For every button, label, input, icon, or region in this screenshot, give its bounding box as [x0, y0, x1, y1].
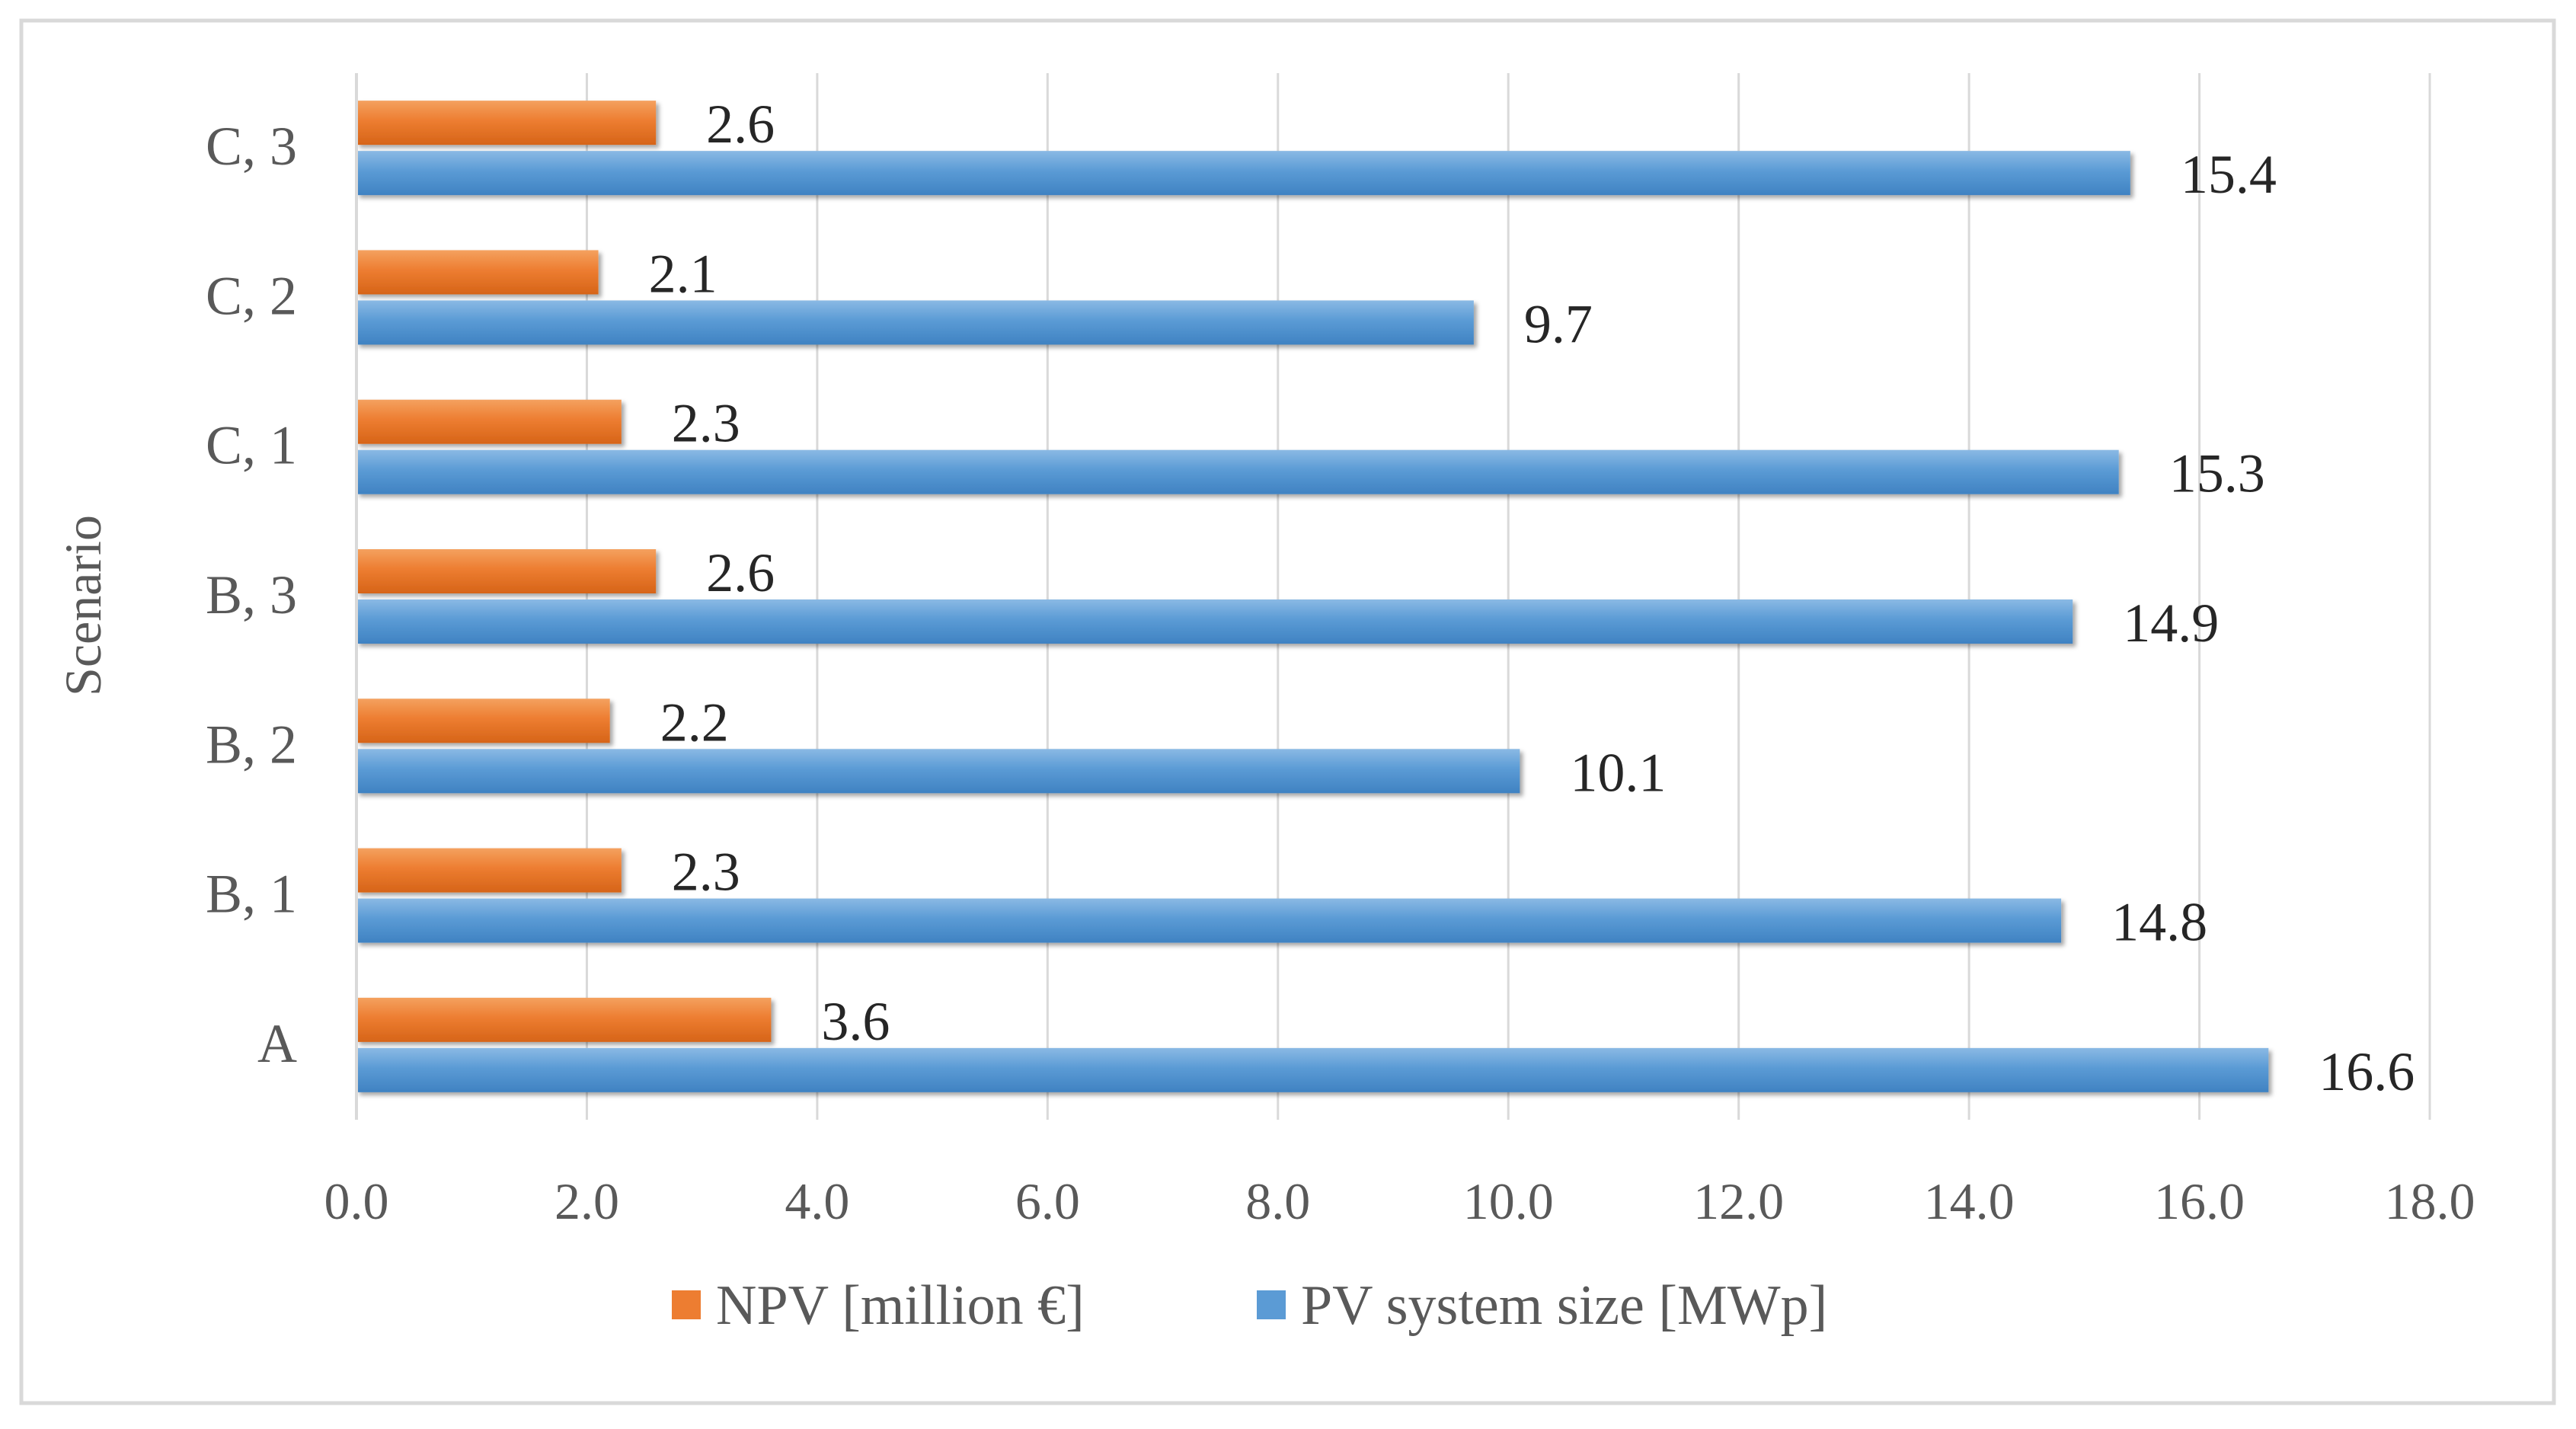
bar — [356, 599, 2073, 644]
data-label: 16.6 — [2319, 1041, 2415, 1102]
bar — [356, 399, 622, 444]
legend-label: NPV [million €] — [716, 1274, 1085, 1337]
bar — [356, 749, 1520, 794]
legend-label: PV system size [MWp] — [1301, 1274, 1827, 1337]
data-label: 15.3 — [2169, 443, 2265, 504]
y-tick-label: C, 2 — [206, 265, 297, 326]
bar — [356, 250, 599, 295]
data-label: 10.1 — [1570, 742, 1666, 803]
legend-swatch — [1257, 1290, 1286, 1319]
x-tick-label: 8.0 — [1245, 1172, 1310, 1230]
y-tick-label: B, 1 — [206, 864, 297, 925]
x-tick-label: 2.0 — [555, 1172, 619, 1230]
y-tick-label: B, 3 — [206, 564, 297, 625]
bar — [356, 997, 772, 1042]
data-label: 14.8 — [2111, 892, 2207, 953]
data-label: 14.9 — [2123, 593, 2219, 654]
y-tick-label: C, 3 — [206, 116, 297, 177]
bar — [356, 898, 2062, 943]
bar — [356, 101, 657, 145]
data-label: 9.7 — [1524, 293, 1593, 354]
bar — [356, 151, 2130, 196]
y-axis-title: Scenario — [54, 515, 112, 696]
data-label: 2.2 — [660, 692, 729, 753]
x-tick-label: 4.0 — [785, 1172, 849, 1230]
legend: NPV [million €] PV system size [MWp] — [672, 1274, 1827, 1337]
x-tick-label: 12.0 — [1693, 1172, 1784, 1230]
axes: 0.0 2.0 4.0 6.0 8.0 10.0 12.0 14.0 16.0 18.0 A B, 1… — [206, 73, 2475, 1230]
bar — [356, 699, 610, 743]
bar — [356, 449, 2119, 494]
data-label: 2.6 — [706, 94, 775, 155]
bars — [356, 101, 2269, 1092]
bar — [356, 300, 1474, 345]
x-tick-label: 14.0 — [1924, 1172, 2015, 1230]
data-label: 2.3 — [672, 842, 740, 903]
x-tick-label: 16.0 — [2154, 1172, 2245, 1230]
bar — [356, 848, 622, 893]
data-label: 3.6 — [821, 991, 890, 1052]
bar — [356, 549, 657, 593]
x-tick-label: 0.0 — [324, 1172, 389, 1230]
data-label: 2.3 — [672, 393, 740, 454]
data-label: 15.4 — [2181, 144, 2277, 205]
x-tick-label: 6.0 — [1015, 1172, 1080, 1230]
y-tick-label: A — [257, 1013, 297, 1074]
legend-swatch — [672, 1290, 701, 1319]
y-tick-label: B, 2 — [206, 714, 297, 775]
data-labels: 3.6 16.6 2.3 14.8 2.2 10.1 2.6 14.9 2.3 15.3 2.1 9.… — [649, 94, 2415, 1102]
x-tick-label: 10.0 — [1463, 1172, 1554, 1230]
y-tick-label: C, 1 — [206, 415, 297, 476]
data-label: 2.6 — [706, 542, 775, 603]
bar — [356, 1047, 2269, 1092]
data-label: 2.1 — [649, 243, 718, 304]
x-tick-label: 18.0 — [2385, 1172, 2475, 1230]
